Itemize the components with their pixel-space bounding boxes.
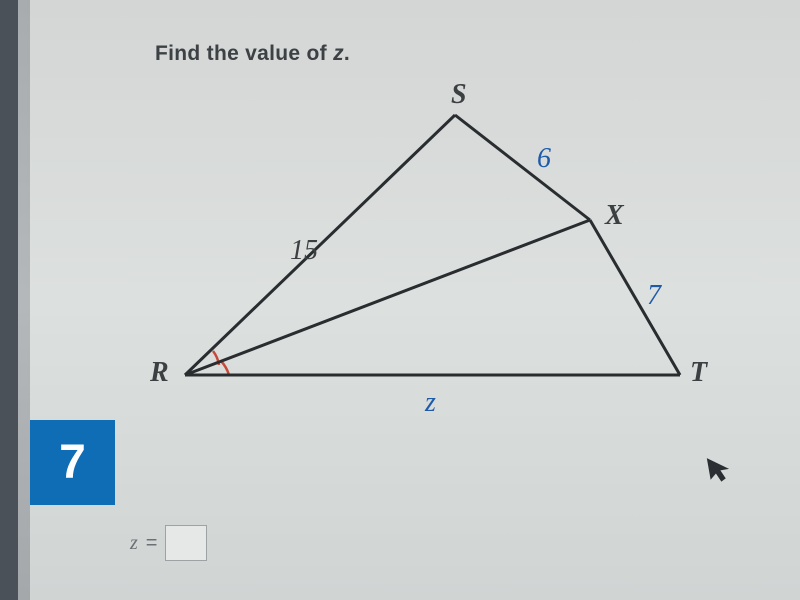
label-SX: 6 [537,143,551,175]
question-number-badge: 7 [30,420,115,505]
angle-mark-2 [221,361,229,375]
label-RT: z [425,387,436,419]
window-left-edge [0,0,18,600]
answer-input[interactable] [165,525,207,561]
vertex-S: S [451,79,467,111]
edge-RX [185,220,590,375]
triangle-svg [145,95,705,405]
answer-equals: = [146,532,158,555]
label-RS: 15 [290,235,318,267]
answer-row: z = [130,525,207,561]
answer-variable: z [130,532,138,555]
worksheet-panel: Find the value of z. S X T R 15 6 7 z [30,0,800,600]
vertex-R: R [150,357,169,389]
edge-RS [185,115,455,375]
vertex-X: X [605,200,624,232]
prompt-text-after: . [344,42,350,65]
question-prompt: Find the value of z. [155,42,350,66]
edge-SX [455,115,590,220]
edge-XT [590,220,680,375]
prompt-variable: z [333,42,344,65]
vertex-T: T [690,357,707,389]
question-number: 7 [59,435,86,490]
label-XT: 7 [647,280,661,312]
prompt-text-before: Find the value of [155,42,333,65]
triangle-diagram: S X T R 15 6 7 z [145,95,705,405]
